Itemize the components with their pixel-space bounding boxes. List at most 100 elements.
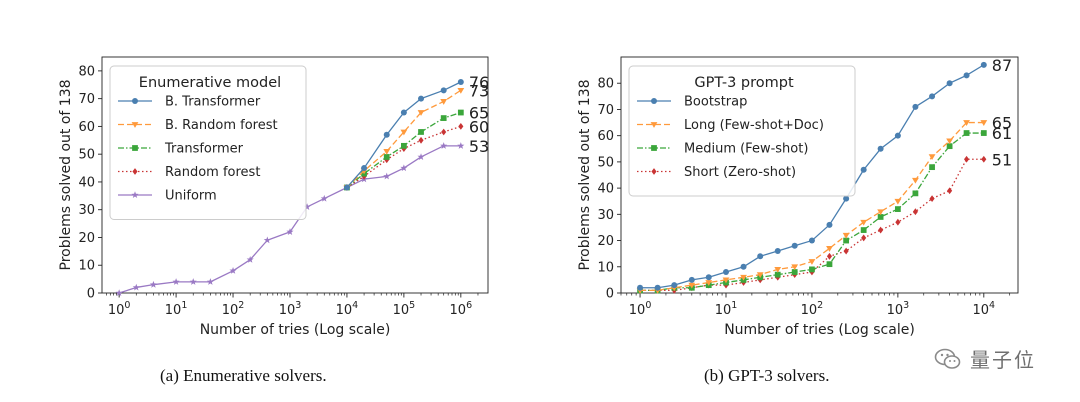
enum-point-uniform [400, 164, 408, 172]
gpt3-point-bootstrap [980, 61, 987, 68]
gpt3-xtick-label: 101 [715, 300, 738, 318]
gpt3-point-short-zero-shot [947, 187, 953, 195]
enum-legend-marker-random-forest [132, 168, 138, 175]
enum-point-random-forest [458, 123, 464, 130]
gpt3-point-medium-few-shot [843, 237, 850, 244]
gpt3-point-medium-few-shot [809, 266, 815, 273]
enum-ytick-label: 50 [78, 148, 95, 163]
gpt3-point-short-zero-shot [964, 155, 970, 163]
enum-legend-title: Enumerative model [139, 75, 281, 91]
caption-gpt3-solvers: (b) GPT-3 solvers. [704, 366, 830, 385]
enum-legend-marker-b-random-forest [131, 122, 139, 128]
enum-point-transformer [440, 115, 447, 121]
enum-series-uniform: 53 [115, 137, 489, 297]
gpt3-point-bootstrap [637, 284, 644, 291]
gpt3-xtick-label: 103 [887, 300, 910, 318]
gpt3-legend-label-long-few-shot-doc: Long (Few-shot+Doc) [684, 118, 824, 133]
enum-xtick-label: 104 [336, 300, 359, 318]
gpt3-point-medium-few-shot [877, 214, 884, 220]
enum-point-b-transformer [361, 165, 368, 172]
gpt3-ytick-label: 0 [606, 287, 614, 302]
chart-gpt3-solvers: 0 10 20 30 40 50 60 70 80 100 101 102 103 104 Number o… [577, 56, 1019, 338]
enum-point-uniform [303, 203, 311, 210]
gpt3-point-long-few-shot-doc [842, 232, 850, 239]
gpt3-ytick-label: 50 [597, 155, 614, 170]
gpt3-point-medium-few-shot [826, 261, 833, 268]
gpt3-point-bootstrap [808, 237, 815, 244]
enum-ytick-label: 10 [78, 259, 95, 274]
gpt3-series-long-few-shot-doc: 65 [636, 114, 1012, 294]
enum-point-b-transformer [343, 184, 350, 191]
gpt3-legend-marker-short-zero-shot [651, 168, 657, 175]
gpt3-point-medium-few-shot [860, 227, 867, 233]
gpt3-point-bootstrap [877, 145, 884, 152]
gpt3-point-long-few-shot-doc [774, 267, 782, 273]
gpt3-point-short-zero-shot [861, 234, 867, 242]
gpt3-legend-title: GPT-3 prompt [694, 75, 794, 91]
gpt3-point-short-zero-shot [826, 252, 833, 260]
enum-point-b-random-forest [457, 87, 465, 94]
gpt3-point-short-zero-shot [878, 226, 884, 234]
gpt3-point-medium-few-shot [980, 130, 987, 136]
enum-xtick-label: 101 [165, 300, 188, 318]
gpt3-series-bootstrap: 87 [637, 56, 1012, 291]
enum-point-b-random-forest [400, 129, 408, 136]
enum-legend-marker-transformer [132, 145, 138, 151]
enum-point-b-transformer [383, 131, 390, 138]
gpt3-point-bootstrap [740, 263, 747, 270]
enum-xlabel: Number of tries (Log scale) [200, 322, 391, 338]
enum-point-transformer [400, 142, 407, 149]
gpt3-point-long-few-shot-doc [894, 198, 902, 205]
enum-point-uniform [417, 153, 425, 160]
gpt3-legend: GPT-3 prompt Bootstrap Long (Few-shot+Doc)… [628, 65, 856, 197]
gpt3-point-long-few-shot-doc [946, 138, 954, 145]
gpt3-point-long-few-shot-doc [705, 280, 713, 286]
enum-point-b-transformer [418, 95, 425, 102]
enum-series-b-transformer: 76 [343, 73, 489, 191]
enum-point-uniform [246, 255, 254, 263]
gpt3-point-bootstrap [929, 93, 936, 100]
enum-point-b-transformer [440, 87, 447, 94]
enum-point-uniform [206, 278, 214, 285]
watermark-text: 量子位 [970, 348, 1036, 372]
gpt3-end-label-long-few-shot-doc: 65 [992, 114, 1012, 133]
gpt3-point-bootstrap [826, 221, 833, 228]
gpt3-xtick-label: 100 [629, 300, 652, 318]
enum-legend-marker-uniform [131, 191, 139, 199]
gpt3-point-long-few-shot-doc [980, 120, 988, 126]
gpt3-ytick-label: 30 [597, 208, 614, 223]
gpt3-point-bootstrap [671, 282, 678, 289]
enum-legend-box [109, 65, 307, 220]
chart-enumerative-solvers: 0 10 20 30 40 50 60 70 80 100 101 102 103 104 105 106 Nu… [58, 56, 489, 338]
enum-ytick-label: 20 [78, 231, 95, 246]
gpt3-point-medium-few-shot [963, 130, 970, 136]
enum-point-uniform [149, 280, 157, 288]
gpt3-legend-marker-bootstrap [651, 98, 657, 104]
gpt3-xtick-label: 104 [973, 300, 996, 318]
gpt3-point-bootstrap [912, 103, 919, 110]
enum-series-random-forest: 60 [344, 117, 489, 191]
enum-point-random-forest [418, 136, 424, 144]
enum-point-random-forest [441, 128, 447, 136]
enum-point-b-random-forest [417, 110, 425, 116]
gpt3-point-bootstrap [860, 166, 867, 173]
gpt3-point-short-zero-shot [981, 155, 987, 163]
enum-point-uniform [172, 278, 180, 285]
gpt3-point-short-zero-shot [843, 247, 849, 255]
gpt3-ytick-label: 70 [597, 103, 614, 118]
enum-xtick-label: 103 [279, 300, 302, 318]
enum-point-uniform [229, 267, 237, 274]
enum-ytick-label: 0 [87, 287, 95, 302]
gpt3-point-bootstrap [843, 195, 850, 202]
gpt3-point-bootstrap [722, 269, 729, 276]
gpt3-ytick-label: 10 [597, 260, 614, 275]
enum-point-uniform [457, 142, 465, 149]
caption-enumerative-solvers: (a) Enumerative solvers. [160, 366, 327, 385]
gpt3-xlabel: Number of tries (Log scale) [724, 322, 915, 338]
gpt3-point-long-few-shot-doc [963, 120, 970, 126]
enum-legend: Enumerative model B. Transformer B. Random… [109, 65, 307, 220]
enum-legend-label-random-forest: Random forest [165, 165, 260, 180]
gpt3-point-long-few-shot-doc [826, 246, 833, 252]
gpt3-legend-box [628, 65, 856, 197]
